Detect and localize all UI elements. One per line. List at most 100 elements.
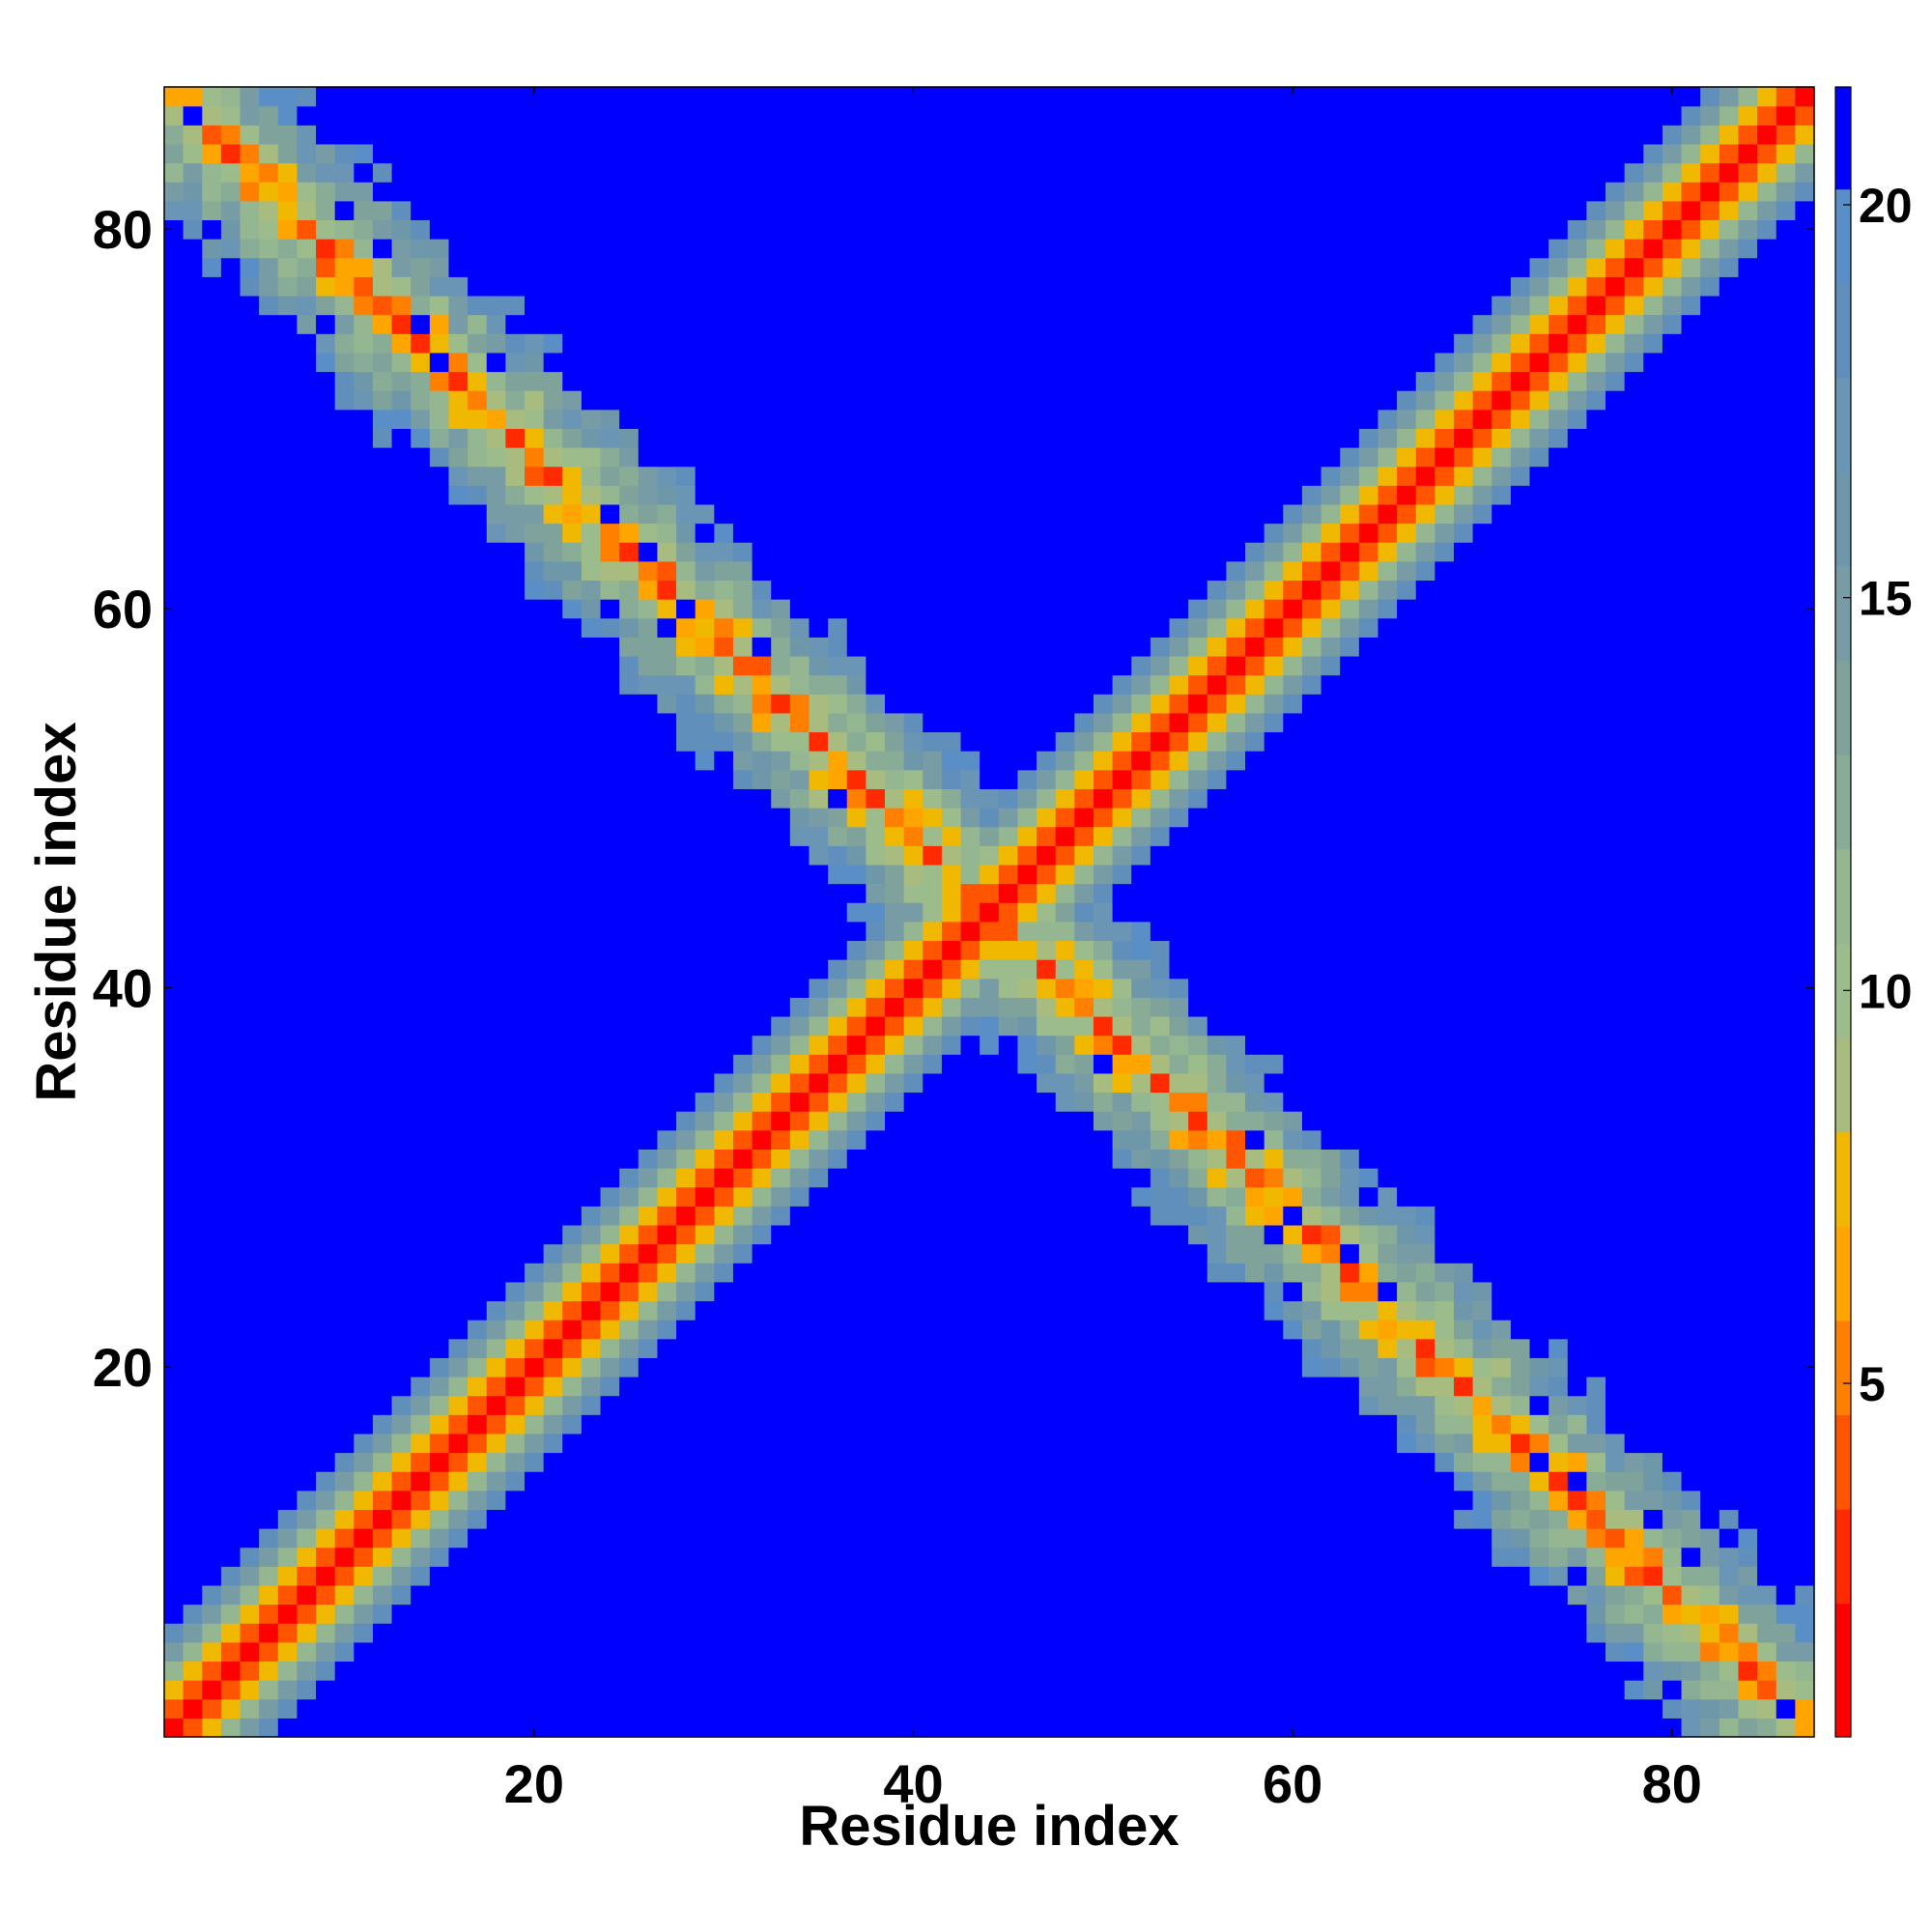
heatmap-cell	[202, 239, 222, 259]
heatmap-cell	[657, 902, 677, 923]
heatmap-cell	[866, 751, 886, 771]
heatmap-cell	[562, 1433, 582, 1454]
heatmap-cell	[429, 1376, 450, 1397]
heatmap-cell	[1037, 1035, 1057, 1055]
heatmap-cell	[885, 143, 905, 164]
heatmap-cell	[372, 1149, 393, 1169]
heatmap-cell	[391, 637, 412, 657]
heatmap-cell	[543, 1433, 563, 1454]
heatmap-cell	[164, 1357, 185, 1378]
heatmap-cell	[1131, 580, 1151, 600]
heatmap-cell	[866, 428, 886, 448]
heatmap-cell	[277, 1490, 298, 1511]
heatmap-cell	[277, 560, 298, 582]
heatmap-cell	[638, 390, 659, 411]
heatmap-cell	[543, 1300, 563, 1321]
heatmap-cell	[960, 1072, 980, 1094]
heatmap-cell	[1093, 1206, 1114, 1226]
heatmap-cell	[980, 655, 1000, 676]
heatmap-cell	[562, 542, 582, 562]
heatmap-cell	[202, 694, 222, 714]
heatmap-cell	[372, 257, 393, 277]
heatmap-cell	[429, 1015, 450, 1037]
heatmap-cell	[220, 751, 242, 771]
heatmap-cell	[828, 1168, 848, 1188]
heatmap-cell	[297, 1149, 317, 1169]
heatmap-cell	[164, 1168, 185, 1188]
heatmap-cell	[220, 352, 242, 373]
heatmap-cell	[581, 1698, 602, 1719]
heatmap-cell	[960, 1452, 980, 1472]
heatmap-cell	[809, 1718, 829, 1738]
heatmap-cell	[846, 162, 867, 183]
heatmap-cell	[1226, 447, 1246, 468]
heatmap-cell	[429, 1206, 450, 1226]
heatmap-cell	[562, 447, 582, 468]
heatmap-cell	[316, 1490, 336, 1511]
heatmap-cell	[1131, 845, 1151, 866]
heatmap-cell	[1226, 1092, 1246, 1112]
heatmap-cell	[619, 239, 639, 259]
heatmap-cell	[334, 978, 355, 998]
heatmap-cell	[372, 87, 393, 107]
heatmap-cell	[240, 731, 260, 752]
heatmap-cell	[695, 655, 715, 676]
heatmap-cell	[1017, 845, 1037, 866]
heatmap-cell	[468, 1263, 488, 1283]
heatmap-cell	[998, 788, 1019, 809]
heatmap-cell	[581, 447, 602, 468]
heatmap-cell	[846, 1263, 867, 1283]
heatmap-cell	[240, 1623, 260, 1643]
heatmap-cell	[202, 200, 222, 221]
heatmap-cell	[334, 466, 355, 486]
heatmap-cell	[220, 978, 242, 998]
heatmap-cell	[277, 731, 298, 752]
heatmap-cell	[695, 1584, 715, 1605]
heatmap-cell	[619, 845, 639, 866]
heatmap-cell	[372, 883, 393, 903]
heatmap-cell	[391, 1129, 412, 1150]
heatmap-cell	[1188, 1509, 1208, 1529]
heatmap-cell	[220, 295, 242, 316]
heatmap-cell	[505, 1471, 526, 1492]
heatmap-cell	[202, 1698, 222, 1719]
heatmap-cell	[354, 769, 374, 789]
heatmap-cell	[297, 295, 317, 316]
heatmap-cell	[657, 694, 677, 714]
heatmap-cell	[771, 788, 791, 809]
heatmap-cell	[1207, 1281, 1227, 1302]
heatmap-cell	[809, 87, 829, 107]
heatmap-cell	[1017, 276, 1037, 297]
heatmap-cell	[846, 694, 867, 714]
heatmap-cell	[828, 808, 848, 828]
heatmap-cell	[411, 542, 431, 562]
heatmap-cell	[1093, 1566, 1114, 1586]
heatmap-cell	[411, 1698, 431, 1719]
heatmap-cell	[789, 1566, 810, 1586]
heatmap-cell	[202, 1054, 222, 1074]
heatmap-cell	[1188, 599, 1208, 619]
heatmap-cell	[846, 143, 867, 164]
heatmap-cell	[1037, 1623, 1057, 1643]
heatmap-cell	[202, 542, 222, 562]
heatmap-cell	[980, 959, 1000, 980]
heatmap-cell	[903, 105, 923, 126]
heatmap-cell	[391, 542, 412, 562]
heatmap-cell	[259, 352, 279, 373]
heatmap-cell	[411, 826, 431, 846]
heatmap-cell	[240, 333, 260, 354]
heatmap-cell	[941, 1718, 962, 1738]
heatmap-cell	[562, 1300, 582, 1321]
heatmap-cell	[714, 864, 734, 885]
heatmap-cell	[885, 731, 905, 752]
heatmap-cell	[789, 1718, 810, 1738]
heatmap-cell	[752, 409, 772, 429]
heatmap-cell	[809, 580, 829, 600]
heatmap-cell	[998, 1698, 1019, 1719]
heatmap-cell	[354, 788, 374, 809]
heatmap-cell	[1226, 1376, 1246, 1397]
heatmap-cell	[732, 125, 753, 145]
heatmap-cell	[676, 295, 696, 316]
heatmap-cell	[1131, 921, 1151, 942]
heatmap-cell	[657, 1320, 677, 1340]
